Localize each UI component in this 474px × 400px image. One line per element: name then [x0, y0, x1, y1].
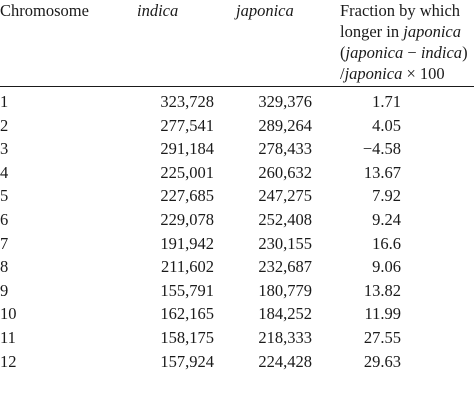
cell-indica: 191,942	[160, 233, 214, 253]
cell-fraction: 11.99	[364, 304, 401, 324]
cell-indica: 157,924	[160, 351, 214, 371]
header-fraction-line4: /japonica × 100	[340, 63, 474, 84]
header-chromosome: Chromosome	[0, 1, 89, 20]
cell-fraction: 9.24	[372, 209, 401, 229]
header-indica: indica	[137, 1, 179, 20]
header-japonica: japonica	[236, 1, 294, 20]
cell-indica: 291,184	[160, 139, 214, 159]
cell-fraction: 16.6	[372, 233, 401, 253]
cell-japonica: 180,779	[258, 280, 312, 300]
cell-fraction: 4.05	[372, 115, 401, 135]
cell-chromosome: 6	[0, 209, 9, 229]
table-row: 6 229,078 252,408 9.24	[0, 208, 474, 232]
cell-chromosome: 11	[0, 327, 16, 347]
cell-japonica: 260,632	[258, 162, 312, 182]
cell-japonica: 247,275	[258, 186, 312, 206]
header-fraction-line3: (japonica − indica)	[340, 42, 474, 63]
cell-indica: 225,001	[160, 162, 214, 182]
cell-indica: 227,685	[160, 186, 214, 206]
cell-fraction: 9.06	[372, 257, 401, 277]
cell-fraction: −4.58	[362, 139, 401, 159]
cell-japonica: 232,687	[258, 257, 312, 277]
cell-chromosome: 3	[0, 139, 9, 159]
cell-indica: 158,175	[160, 327, 214, 347]
cell-chromosome: 7	[0, 233, 9, 253]
table-row: 5 227,685 247,275 7.92	[0, 184, 474, 208]
table-row: 11 158,175 218,333 27.55	[0, 326, 474, 350]
header-fraction-line1: Fraction by which	[340, 1, 461, 20]
header-fraction-line2: longer in japonica	[340, 21, 474, 42]
cell-japonica: 278,433	[258, 139, 312, 159]
cell-japonica: 224,428	[258, 351, 312, 371]
cell-chromosome: 4	[0, 162, 9, 182]
cell-fraction: 1.71	[372, 92, 401, 111]
table-row: 3 291,184 278,433 −4.58	[0, 137, 474, 161]
table-row: 8 211,602 232,687 9.06	[0, 255, 474, 279]
header-rule	[0, 86, 474, 87]
cell-fraction: 27.55	[363, 327, 401, 347]
table-row: 2 277,541 289,264 4.05	[0, 114, 474, 138]
cell-chromosome: 1	[0, 92, 9, 111]
table-row: 4 225,001 260,632 13.67	[0, 161, 474, 185]
cell-fraction: 13.82	[363, 280, 401, 300]
cell-indica: 229,078	[160, 209, 214, 229]
cell-japonica: 218,333	[258, 327, 312, 347]
cell-indica: 323,728	[160, 92, 214, 111]
table-row: 9 155,791 180,779 13.82	[0, 279, 474, 303]
cell-indica: 277,541	[160, 115, 214, 135]
cell-japonica: 230,155	[258, 233, 312, 253]
cell-chromosome: 5	[0, 186, 9, 206]
cell-fraction: 29.63	[363, 351, 401, 371]
cell-chromosome: 12	[0, 351, 17, 371]
cell-japonica: 289,264	[258, 115, 312, 135]
cell-japonica: 184,252	[258, 304, 312, 324]
cell-fraction: 7.92	[372, 186, 401, 206]
cell-chromosome: 9	[0, 280, 9, 300]
header-fraction: Fraction by which longer in japonica (ja…	[340, 0, 474, 84]
cell-indica: 155,791	[160, 280, 214, 300]
header-fraction-line2-italic: japonica	[403, 22, 461, 41]
cell-japonica: 252,408	[258, 209, 312, 229]
cell-indica: 211,602	[160, 257, 214, 277]
cell-chromosome: 2	[0, 115, 9, 135]
cell-fraction: 13.67	[363, 162, 401, 182]
header-fraction-formula-line4: /japonica × 100	[340, 64, 445, 83]
table-row: 7 191,942 230,155 16.6	[0, 232, 474, 256]
table-row: 12 157,924 224,428 29.63	[0, 350, 474, 374]
table-body: 1 323,728 329,376 1.71 2 277,541 289,264 4.05 3 2…	[0, 90, 474, 373]
cell-indica: 162,165	[160, 304, 214, 324]
cell-chromosome: 8	[0, 257, 9, 277]
table-header: Chromosome indica japonica Fraction by w…	[0, 0, 474, 84]
cell-chromosome: 10	[0, 304, 17, 324]
header-fraction-line2-prefix: longer in	[340, 22, 404, 41]
header-fraction-formula-line3: (japonica − indica)	[340, 43, 468, 62]
table-row: 10 162,165 184,252 11.99	[0, 302, 474, 326]
table-row: 1 323,728 329,376 1.71	[0, 90, 474, 114]
cell-japonica: 329,376	[258, 92, 312, 111]
